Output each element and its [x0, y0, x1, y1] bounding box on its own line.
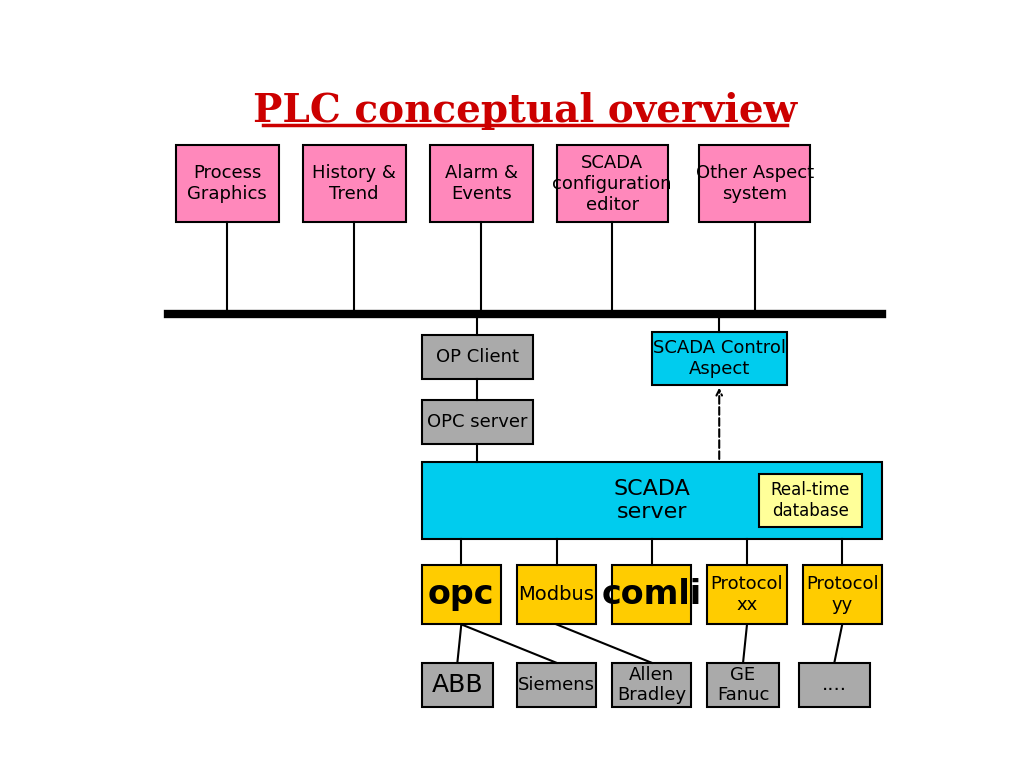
- Text: ....: ....: [822, 676, 847, 694]
- FancyBboxPatch shape: [517, 663, 596, 707]
- Text: SCADA
server: SCADA server: [613, 478, 690, 521]
- FancyBboxPatch shape: [557, 145, 668, 222]
- Text: SCADA
configuration
editor: SCADA configuration editor: [552, 154, 672, 214]
- Text: Real-time
database: Real-time database: [771, 481, 850, 520]
- FancyBboxPatch shape: [303, 145, 406, 222]
- Text: OP Client: OP Client: [435, 348, 519, 366]
- Text: Protocol
xx: Protocol xx: [711, 575, 783, 614]
- FancyBboxPatch shape: [612, 565, 691, 624]
- FancyBboxPatch shape: [430, 145, 532, 222]
- FancyBboxPatch shape: [799, 663, 870, 707]
- FancyBboxPatch shape: [422, 565, 501, 624]
- Text: SCADA Control
Aspect: SCADA Control Aspect: [652, 339, 785, 378]
- FancyBboxPatch shape: [422, 399, 532, 444]
- FancyBboxPatch shape: [176, 145, 279, 222]
- Text: Protocol
yy: Protocol yy: [806, 575, 879, 614]
- Text: Alarm &
Events: Alarm & Events: [444, 164, 518, 204]
- FancyBboxPatch shape: [803, 565, 882, 624]
- Text: ABB: ABB: [431, 673, 483, 697]
- Text: comli: comli: [602, 578, 701, 611]
- Text: Process
Graphics: Process Graphics: [187, 164, 267, 204]
- FancyBboxPatch shape: [708, 663, 778, 707]
- Text: GE
Fanuc: GE Fanuc: [717, 666, 769, 704]
- FancyBboxPatch shape: [759, 474, 862, 527]
- FancyBboxPatch shape: [422, 663, 494, 707]
- FancyBboxPatch shape: [422, 335, 532, 379]
- Text: Allen
Bradley: Allen Bradley: [617, 666, 686, 704]
- FancyBboxPatch shape: [699, 145, 811, 222]
- Text: Modbus: Modbus: [518, 585, 595, 604]
- FancyBboxPatch shape: [652, 332, 786, 385]
- Text: History &
Trend: History & Trend: [312, 164, 396, 204]
- FancyBboxPatch shape: [422, 462, 882, 538]
- Text: Other Aspect
system: Other Aspect system: [696, 164, 814, 204]
- FancyBboxPatch shape: [517, 565, 596, 624]
- Text: opc: opc: [428, 578, 495, 611]
- Text: OPC server: OPC server: [427, 413, 527, 431]
- Text: PLC conceptual overview: PLC conceptual overview: [253, 92, 797, 130]
- Text: Siemens: Siemens: [518, 676, 595, 694]
- FancyBboxPatch shape: [708, 565, 786, 624]
- FancyBboxPatch shape: [612, 663, 691, 707]
